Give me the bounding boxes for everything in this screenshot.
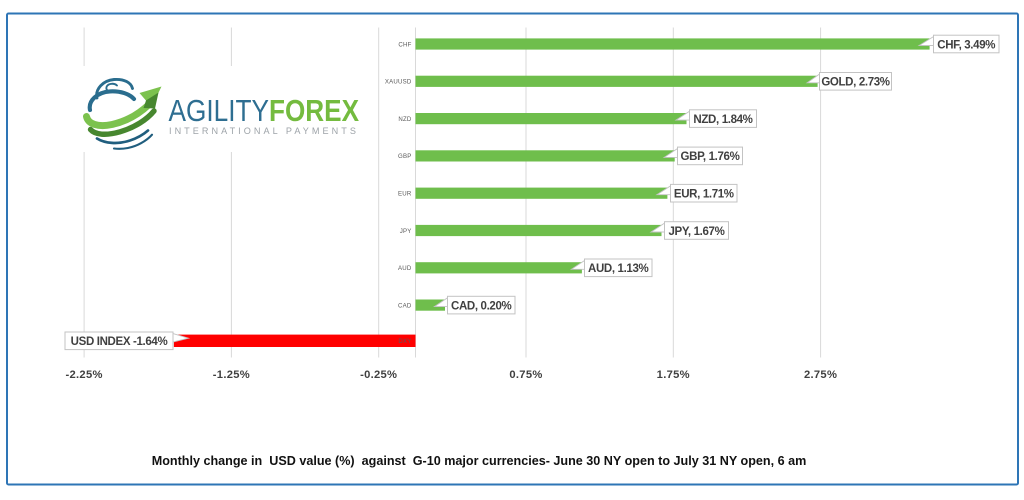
svg-text:GOLD, 2.73%: GOLD, 2.73% xyxy=(821,77,889,89)
svg-text:CAD: CAD xyxy=(398,302,412,309)
svg-text:CHF, 3.49%: CHF, 3.49% xyxy=(937,39,995,51)
svg-text:0.75%: 0.75% xyxy=(509,369,542,381)
svg-text:JPY, 1.67%: JPY, 1.67% xyxy=(669,226,725,238)
svg-text:USD INDEX -1.64%: USD INDEX -1.64% xyxy=(71,336,168,348)
svg-text:1.75%: 1.75% xyxy=(657,369,690,381)
svg-text:GBP, 1.76%: GBP, 1.76% xyxy=(681,151,740,163)
svg-text:GBP: GBP xyxy=(398,153,411,160)
svg-text:DXY: DXY xyxy=(398,338,411,345)
svg-text:NZD: NZD xyxy=(398,116,412,123)
svg-text:-1.25%: -1.25% xyxy=(213,369,250,381)
svg-text:2.75%: 2.75% xyxy=(804,369,837,381)
svg-text:EUR, 1.71%: EUR, 1.71% xyxy=(674,189,734,201)
svg-text:-2.25%: -2.25% xyxy=(65,369,102,381)
svg-text:AUD: AUD xyxy=(398,265,412,272)
svg-text:CAD, 0.20%: CAD, 0.20% xyxy=(451,300,512,312)
svg-text:-0.25%: -0.25% xyxy=(360,369,397,381)
svg-text:INTERNATIONAL PAYMENTS: INTERNATIONAL PAYMENTS xyxy=(169,126,359,136)
svg-text:JPY: JPY xyxy=(400,228,412,235)
svg-text:AGILITY: AGILITY xyxy=(169,94,270,128)
svg-text:CHF: CHF xyxy=(398,41,411,48)
svg-text:EUR: EUR xyxy=(398,191,412,198)
svg-text:NZD, 1.84%: NZD, 1.84% xyxy=(693,114,752,126)
svg-text:Monthly change in USD value (: Monthly change in USD value (%) against … xyxy=(152,454,807,468)
svg-text:AUD, 1.13%: AUD, 1.13% xyxy=(588,263,649,275)
svg-text:FOREX: FOREX xyxy=(269,94,360,128)
svg-text:XAUUSD: XAUUSD xyxy=(385,79,412,86)
